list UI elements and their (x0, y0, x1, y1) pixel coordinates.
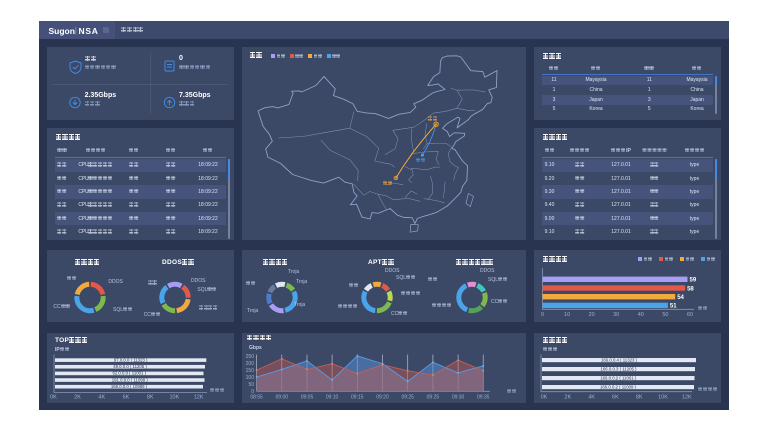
svg-text:4K: 4K (588, 395, 595, 401)
svg-text:09:20: 09:20 (376, 395, 389, 401)
svg-text:40: 40 (638, 312, 644, 318)
svg-text:97.0.0.0 ( 11323 ): 97.0.0.0 ( 11323 ) (114, 357, 148, 362)
svg-text:10K: 10K (658, 395, 668, 401)
svg-text:51: 51 (670, 304, 677, 310)
svg-text:191.0.0.0 ( 11099 ): 191.0.0.0 ( 11099 ) (112, 377, 149, 382)
svg-text:09:00: 09:00 (276, 395, 289, 401)
svg-text:09:10: 09:10 (326, 395, 339, 401)
svg-text:8K: 8K (147, 395, 154, 401)
svg-text:09:05: 09:05 (301, 395, 314, 401)
svg-text:10K: 10K (170, 395, 180, 401)
svg-text:59: 59 (690, 278, 697, 284)
svg-text:60: 60 (687, 312, 693, 318)
svg-text:08:55: 08:55 (250, 395, 263, 401)
svg-text:6K: 6K (612, 395, 619, 401)
svg-text:54: 54 (677, 295, 684, 301)
svg-text:4K: 4K (98, 395, 105, 401)
svg-text:8K: 8K (636, 395, 643, 401)
svg-text:50: 50 (662, 312, 668, 318)
svg-text:0K: 0K (541, 395, 548, 401)
svg-text:10: 10 (564, 312, 570, 318)
svg-text:12K: 12K (194, 395, 204, 401)
svg-text:49.0.0.0 ( 11205 ): 49.0.0.0 ( 11205 ) (113, 364, 147, 369)
svg-text:30: 30 (613, 312, 619, 318)
svg-text:166.0.0.2 ( 11061 ): 166.0.0.2 ( 11061 ) (600, 376, 637, 381)
svg-text:166.0.0.4 ( 11323 ): 166.0.0.4 ( 11323 ) (601, 358, 638, 363)
svg-text:58: 58 (687, 286, 694, 292)
svg-text:166.0.0.2 ( 11009 ): 166.0.0.2 ( 11009 ) (600, 385, 637, 390)
svg-text:09:25: 09:25 (401, 395, 414, 401)
svg-text:09:35: 09:35 (477, 395, 490, 401)
svg-text:6K: 6K (123, 395, 130, 401)
svg-text:09:25: 09:25 (427, 395, 440, 401)
svg-text:166.0.0.0 ( 10989 ): 166.0.0.0 ( 10989 ) (111, 384, 148, 389)
svg-text:09:30: 09:30 (452, 395, 465, 401)
svg-text:250: 250 (246, 354, 255, 360)
svg-text:09:15: 09:15 (351, 395, 364, 401)
svg-text:12K: 12K (682, 395, 692, 401)
svg-text:62.0.0.0 ( 11001 ): 62.0.0.0 ( 11001 ) (112, 371, 146, 376)
svg-text:100: 100 (246, 375, 255, 381)
svg-text:2K: 2K (74, 395, 81, 401)
svg-text:0: 0 (541, 312, 544, 318)
svg-text:50: 50 (248, 382, 254, 388)
svg-text:166.0.0.3 ( 11205 ): 166.0.0.3 ( 11205 ) (601, 367, 638, 372)
svg-text:0: 0 (251, 389, 254, 395)
svg-text:2K: 2K (564, 395, 571, 401)
svg-text:0K: 0K (50, 395, 57, 401)
svg-text:200: 200 (246, 361, 255, 367)
svg-text:150: 150 (246, 368, 255, 374)
svg-text:20: 20 (589, 312, 595, 318)
